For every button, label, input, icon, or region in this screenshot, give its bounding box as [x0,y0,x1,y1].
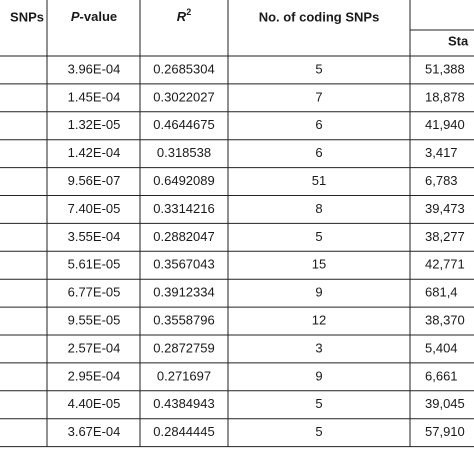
cell: 9.56E-07 [68,173,121,188]
cell: 681,4 [425,285,458,300]
cell: 41,940 [425,117,465,132]
header-coding: No. of coding SNPs [259,9,380,24]
cell: 6,661 [425,368,458,383]
header-r: R [177,9,187,24]
cell: 5 [315,61,322,76]
cell: 1.32E-05 [68,117,121,132]
cell: 51 [312,173,326,188]
cell: 38,370 [425,312,465,327]
cell: 9 [315,368,322,383]
cell: 5.61E-05 [68,257,121,272]
cell: 7 [315,89,322,104]
cell: 6.77E-05 [68,285,121,300]
cell: 2.95E-04 [68,368,121,383]
cell: 1.45E-04 [68,89,121,104]
cell: 0.271697 [157,368,211,383]
header-start: Sta [448,33,469,48]
header-r-sup: 2 [186,7,191,17]
cell: 5 [315,424,322,439]
header-p: P [71,9,80,24]
cell: 3 [315,340,322,355]
cell: 0.3912334 [153,285,214,300]
cell: 7.40E-05 [68,201,121,216]
cell: 2.57E-04 [68,340,121,355]
header-snps: SNPs [10,9,44,24]
header-p-rest: -value [80,9,118,24]
cell: 5 [315,229,322,244]
cell: 9.55E-05 [68,312,121,327]
cell: 6 [315,145,322,160]
cell: 0.4384943 [153,396,214,411]
cell: 0.3314216 [153,201,214,216]
cell: 0.2685304 [153,61,214,76]
cell: 57,910 [425,424,465,439]
cell: 8 [315,201,322,216]
cell: 6,783 [425,173,458,188]
cell: 5 [315,396,322,411]
cell: 3.96E-04 [68,61,121,76]
cell: 38,277 [425,229,465,244]
cell: 0.2844445 [153,424,214,439]
cell: 15 [312,257,326,272]
cell: 0.3558796 [153,312,214,327]
cell: 0.3022027 [153,89,214,104]
cell: 0.4644675 [153,117,214,132]
cell: 0.2872759 [153,340,214,355]
cell: 3.67E-04 [68,424,121,439]
cell: 42,771 [425,257,465,272]
cell: 3.55E-04 [68,229,121,244]
header-p-value: P-value [71,9,117,24]
cell: 5,404 [425,340,458,355]
cell: 0.6492089 [153,173,214,188]
cell: 3,417 [425,145,458,160]
cell: 51,388 [425,61,465,76]
cell: 18,878 [425,89,465,104]
cell: 6 [315,117,322,132]
cell: 39,473 [425,201,465,216]
cell: 0.3567043 [153,257,214,272]
cell: 39,045 [425,396,465,411]
cell: 0.318538 [157,145,211,160]
cell: 12 [312,312,326,327]
cell: 0.2882047 [153,229,214,244]
header-r2: R2 [177,7,191,24]
cell: 4.40E-05 [68,396,121,411]
cell: 9 [315,285,322,300]
cell: 1.42E-04 [68,145,121,160]
